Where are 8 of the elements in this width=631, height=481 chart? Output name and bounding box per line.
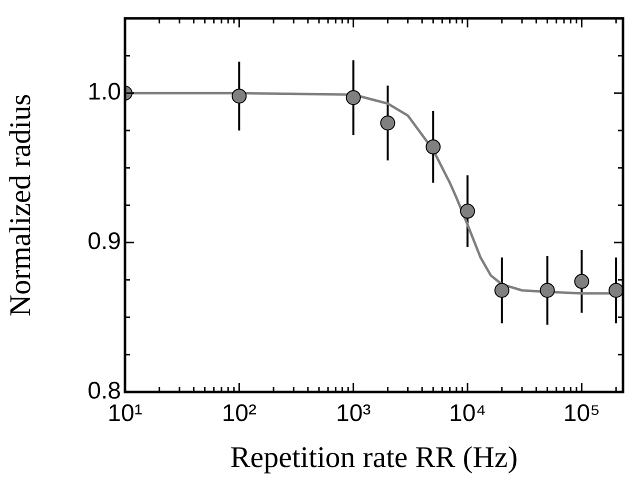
y-axis-title: Normalized radius [4,94,37,316]
x-axis-title: Repetition rate RR (Hz) [230,440,518,474]
x-tick-label: 10³ [336,400,371,428]
x-tick-label: 10⁵ [563,400,600,428]
y-tick-label: 0.9 [88,228,121,256]
x-tick-label: 10² [222,400,257,428]
y-tick-label: 1.0 [88,78,121,106]
x-tick-label: 10⁴ [449,400,486,428]
